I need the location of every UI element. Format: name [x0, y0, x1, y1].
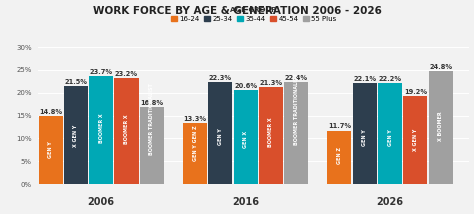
Bar	[140, 107, 164, 184]
Text: X GEN Y: X GEN Y	[73, 124, 78, 147]
Text: BOOMER TRADITIONALIST: BOOMER TRADITIONALIST	[294, 73, 299, 145]
Text: X GEN Y: X GEN Y	[413, 128, 418, 151]
Text: GEN Z: GEN Z	[337, 147, 342, 164]
Bar	[259, 87, 283, 184]
Text: 22.1%: 22.1%	[353, 76, 376, 82]
Text: GEN Y GEN Z: GEN Y GEN Z	[192, 125, 198, 161]
Bar	[64, 86, 88, 184]
Text: 22.4%: 22.4%	[285, 75, 308, 81]
Bar	[403, 96, 428, 184]
Text: 11.7%: 11.7%	[328, 123, 351, 129]
Bar	[378, 83, 402, 184]
Text: 2026: 2026	[376, 197, 403, 207]
Text: 19.2%: 19.2%	[404, 89, 427, 95]
Bar	[208, 82, 232, 184]
Legend: 16-24, 25-34, 35-44, 45-54, 55 Plus: 16-24, 25-34, 35-44, 45-54, 55 Plus	[171, 7, 337, 22]
Text: GEN Y: GEN Y	[388, 129, 392, 146]
Text: WORK FORCE BY AGE & GENERATION 2006 - 2026: WORK FORCE BY AGE & GENERATION 2006 - 20…	[92, 6, 382, 16]
Bar	[428, 71, 453, 184]
Text: 22.2%: 22.2%	[379, 76, 401, 82]
Text: BOOMER X: BOOMER X	[124, 114, 129, 144]
Text: BOOMER X: BOOMER X	[99, 113, 104, 143]
Bar	[89, 76, 113, 184]
Bar	[115, 78, 138, 184]
Text: 24.8%: 24.8%	[429, 64, 452, 70]
Text: 14.8%: 14.8%	[39, 109, 62, 115]
Text: 16.8%: 16.8%	[140, 100, 164, 106]
Bar	[234, 90, 258, 184]
Text: 23.7%: 23.7%	[90, 69, 113, 75]
Text: 22.3%: 22.3%	[209, 75, 232, 81]
Text: 21.3%: 21.3%	[259, 80, 283, 86]
Bar	[38, 116, 63, 184]
Bar	[284, 82, 308, 184]
Text: 13.3%: 13.3%	[183, 116, 207, 122]
Text: 2016: 2016	[232, 197, 259, 207]
Text: GEN Y: GEN Y	[218, 128, 223, 145]
Text: BOOMER TRADITIONALIST: BOOMER TRADITIONALIST	[149, 83, 155, 155]
Text: GEN X: GEN X	[243, 131, 248, 148]
Bar	[353, 83, 377, 184]
Bar	[328, 131, 351, 184]
Text: BOOMER X: BOOMER X	[268, 117, 273, 147]
Text: GEN Y: GEN Y	[362, 129, 367, 146]
Bar	[183, 123, 207, 184]
Text: 20.6%: 20.6%	[234, 83, 257, 89]
Text: X BOOMER: X BOOMER	[438, 111, 443, 141]
Text: 23.2%: 23.2%	[115, 71, 138, 77]
Text: 21.5%: 21.5%	[64, 79, 87, 85]
Text: GEN Y: GEN Y	[48, 141, 53, 158]
Text: 2006: 2006	[88, 197, 115, 207]
